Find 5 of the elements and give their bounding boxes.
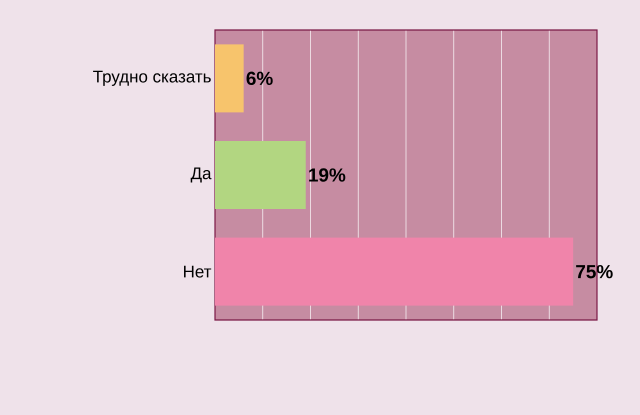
data-label: 19%	[309, 168, 346, 182]
y-tick-label: Да	[190, 167, 212, 183]
y-tick-label: Нет	[184, 266, 212, 278]
y-tick-label: Трудно сказать	[93, 70, 211, 86]
data-label: 6%	[246, 72, 273, 86]
